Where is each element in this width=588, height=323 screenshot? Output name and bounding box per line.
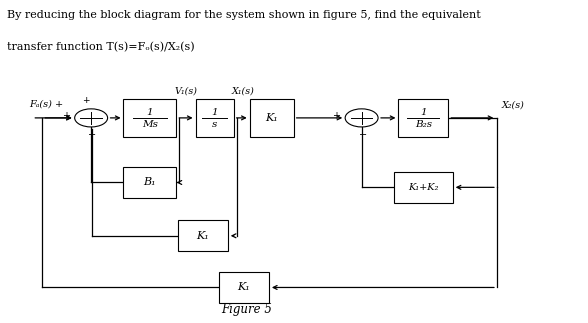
FancyBboxPatch shape bbox=[178, 220, 228, 251]
Text: +: + bbox=[332, 111, 340, 121]
Text: X₁(s): X₁(s) bbox=[231, 87, 254, 96]
Text: 1: 1 bbox=[420, 108, 427, 117]
Text: Ms: Ms bbox=[142, 120, 158, 130]
Text: B₁: B₁ bbox=[143, 178, 156, 187]
Text: transfer function T(s)=Fₒ(s)/X₂(s): transfer function T(s)=Fₒ(s)/X₂(s) bbox=[7, 42, 195, 52]
Circle shape bbox=[345, 109, 378, 127]
Text: −: − bbox=[359, 130, 368, 140]
FancyBboxPatch shape bbox=[399, 99, 448, 137]
Text: K₁: K₁ bbox=[238, 283, 250, 292]
Text: B₂s: B₂s bbox=[415, 120, 432, 130]
Text: 1: 1 bbox=[211, 108, 218, 117]
FancyBboxPatch shape bbox=[394, 172, 453, 203]
Text: +: + bbox=[82, 96, 90, 105]
Text: K₁: K₁ bbox=[196, 231, 209, 241]
FancyBboxPatch shape bbox=[123, 99, 176, 137]
Text: By reducing the block diagram for the system shown in figure 5, find the equival: By reducing the block diagram for the sy… bbox=[7, 10, 481, 20]
FancyBboxPatch shape bbox=[123, 167, 176, 198]
Text: X₂(s): X₂(s) bbox=[502, 101, 524, 110]
Text: −: − bbox=[88, 130, 96, 140]
FancyBboxPatch shape bbox=[250, 99, 294, 137]
Text: +: + bbox=[62, 111, 70, 121]
Text: s: s bbox=[212, 120, 218, 130]
Text: K₁: K₁ bbox=[265, 113, 278, 123]
Text: V₁(s): V₁(s) bbox=[175, 87, 198, 96]
Text: 1: 1 bbox=[146, 108, 153, 117]
Text: K₁+K₂: K₁+K₂ bbox=[408, 183, 439, 192]
Circle shape bbox=[75, 109, 108, 127]
Text: Fₐ(s) +: Fₐ(s) + bbox=[29, 100, 64, 109]
FancyBboxPatch shape bbox=[195, 99, 234, 137]
FancyBboxPatch shape bbox=[219, 272, 269, 303]
Text: Figure 5: Figure 5 bbox=[222, 303, 272, 316]
